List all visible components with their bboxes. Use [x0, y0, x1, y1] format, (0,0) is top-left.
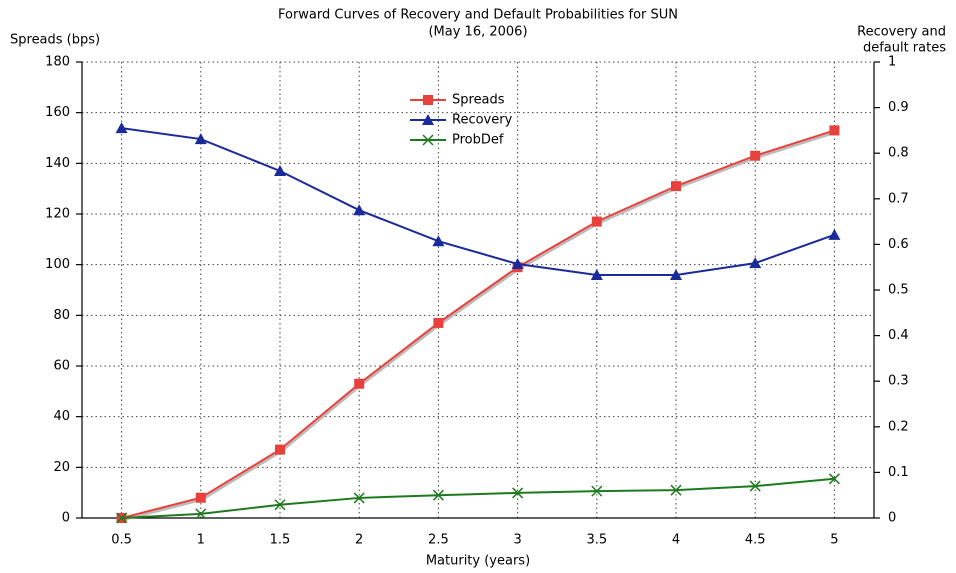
line: [121, 127, 835, 276]
y2-tick-label: 0.5: [888, 283, 909, 298]
marker: [828, 473, 840, 485]
x-tick-label: 0.5: [111, 533, 132, 548]
marker: [670, 268, 682, 280]
y-tick-label: 100: [45, 257, 70, 272]
marker: [422, 134, 434, 146]
x-tick-label: 5: [830, 533, 838, 548]
x-tick-label: 2.5: [428, 533, 449, 548]
x-tick-label: 1.5: [270, 533, 291, 548]
marker: [828, 228, 841, 240]
y2-tick-label: 1: [888, 55, 896, 70]
y-tick-label: 20: [53, 460, 70, 475]
marker: [194, 133, 207, 145]
chart-title: Forward Curves of Recovery and Default P…: [278, 8, 678, 23]
marker: [433, 317, 444, 328]
marker: [275, 444, 285, 455]
y-tick-label: 0: [62, 511, 70, 526]
y-tick-label: 80: [53, 308, 70, 323]
chart-subtitle: (May 16, 2006): [428, 25, 527, 40]
y-tick-label: 160: [45, 105, 70, 120]
marker: [591, 485, 603, 497]
marker: [749, 257, 762, 269]
legend-label: Recovery: [452, 113, 513, 128]
y-tick-label: 180: [45, 55, 70, 70]
x-tick-label: 1: [197, 533, 205, 548]
marker: [671, 181, 681, 192]
y2-tick-label: 0.6: [888, 237, 909, 252]
y2-tick-label: 0.2: [888, 419, 909, 434]
marker: [590, 268, 603, 280]
marker: [750, 150, 761, 161]
marker: [354, 378, 365, 389]
y2-tick-label: 0.1: [888, 465, 909, 480]
line: [121, 477, 835, 519]
marker: [353, 492, 365, 504]
marker: [670, 484, 682, 496]
marker: [749, 480, 761, 492]
x-tick-label: 4.5: [745, 533, 766, 548]
line: [121, 129, 835, 519]
marker: [432, 489, 444, 501]
marker: [422, 114, 434, 125]
y2-tick-label: 0.9: [888, 100, 909, 115]
x-tick-label: 3.5: [586, 533, 607, 548]
legend-label: Spreads: [452, 93, 505, 108]
y-tick-label: 40: [53, 409, 70, 424]
marker: [195, 508, 207, 520]
y-tick-label: 120: [45, 207, 70, 222]
x-axis-label: Maturity (years): [426, 554, 530, 569]
marker: [116, 512, 128, 524]
y-axis-label: Spreads (bps): [10, 33, 100, 48]
marker: [353, 204, 366, 216]
marker: [195, 492, 206, 503]
y2-tick-label: 0.8: [888, 146, 909, 161]
x-tick-label: 4: [672, 533, 680, 548]
marker: [512, 487, 524, 499]
y-tick-label: 60: [53, 359, 70, 374]
marker: [829, 125, 840, 136]
marker: [423, 95, 433, 105]
marker: [274, 164, 286, 176]
marker: [591, 216, 602, 227]
legend-label: ProbDef: [452, 133, 504, 148]
marker: [274, 499, 286, 511]
marker: [115, 122, 128, 134]
y2-tick-label: 0.7: [888, 191, 909, 206]
y2-tick-label: 0.3: [888, 374, 909, 389]
marker: [432, 235, 445, 247]
marker: [511, 258, 524, 270]
y2-axis-label: Recovery and: [857, 25, 946, 40]
y2-tick-label: 0: [888, 511, 896, 526]
y2-tick-label: 0.4: [888, 328, 909, 343]
x-tick-label: 3: [513, 533, 521, 548]
y2-axis-label: default rates: [863, 41, 946, 56]
y-tick-label: 140: [45, 156, 70, 171]
x-tick-label: 2: [355, 533, 363, 548]
line-shadow: [122, 131, 836, 522]
